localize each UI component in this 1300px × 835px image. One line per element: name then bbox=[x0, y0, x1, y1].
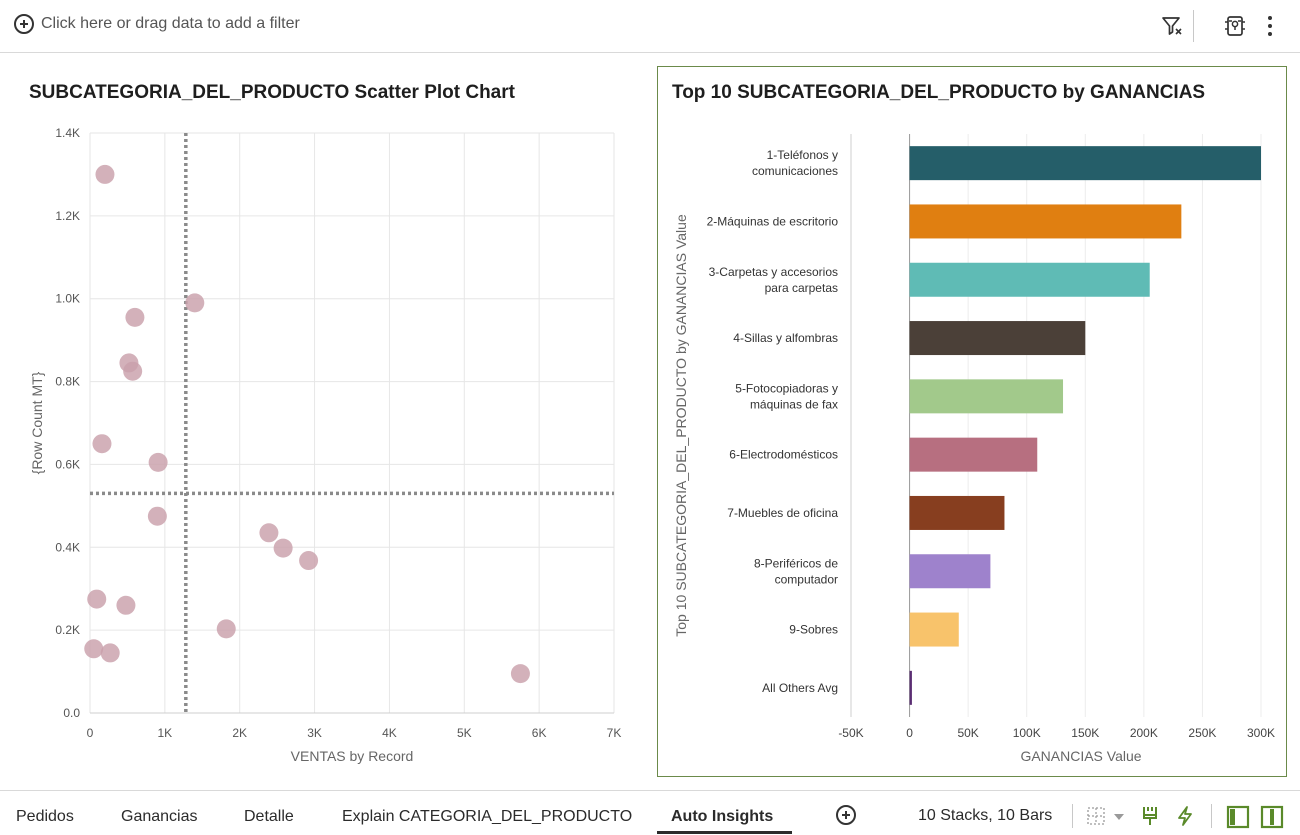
category-label: 4-Sillas y alfombras bbox=[733, 331, 838, 345]
y-tick-label: 0.6K bbox=[55, 457, 80, 471]
scatter-point bbox=[216, 619, 236, 639]
x-tick-label: 300K bbox=[1247, 726, 1275, 740]
category-label: 3-Carpetas y accesorios bbox=[709, 265, 838, 279]
category-label: 2-Máquinas de escritorio bbox=[707, 214, 839, 228]
x-tick-label: 100K bbox=[1013, 726, 1041, 740]
left-panel-icon[interactable] bbox=[1226, 805, 1250, 829]
brush-icon[interactable] bbox=[1140, 805, 1160, 827]
chevron-down-icon[interactable] bbox=[1112, 812, 1126, 822]
scatter-point bbox=[510, 664, 530, 684]
scatter-chart: 0 1K 2K 3K 4K 5K 6K 7K 0.0 0.2K 0.4K 0.6K 0.8K 1.0K 1.… bbox=[29, 126, 622, 764]
add-filter-button[interactable]: Click here or drag data to add a filter bbox=[14, 14, 300, 34]
bar bbox=[909, 495, 1005, 530]
status-divider bbox=[1072, 804, 1073, 828]
x-tick-label: 200K bbox=[1130, 726, 1158, 740]
y-tick-label: 1.2K bbox=[55, 209, 80, 223]
y-axis-label: Top 10 SUBCATEGORIA_DEL_PRODUCTO by GANA… bbox=[673, 214, 689, 637]
filter-bar: Click here or drag data to add a filter bbox=[0, 0, 1300, 53]
x-axis-label: GANANCIAS Value bbox=[1020, 748, 1141, 764]
x-tick-label: 0 bbox=[906, 726, 913, 740]
bar bbox=[909, 146, 1261, 181]
scatter-point bbox=[92, 434, 112, 454]
x-tick-label: 2K bbox=[232, 726, 247, 740]
bar bbox=[909, 670, 912, 705]
y-tick-label: 0.2K bbox=[55, 623, 80, 637]
insights-icon[interactable] bbox=[1224, 14, 1246, 38]
scatter-chart-panel: SUBCATEGORIA_DEL_PRODUCTO Scatter Plot C… bbox=[0, 54, 648, 790]
x-tick-label: 3K bbox=[307, 726, 322, 740]
scatter-point bbox=[147, 506, 167, 526]
y-tick-label: 0.0 bbox=[63, 706, 80, 720]
category-label: All Others Avg bbox=[762, 681, 838, 695]
scatter-point bbox=[87, 589, 107, 609]
scatter-point bbox=[148, 452, 168, 472]
scatter-point bbox=[259, 523, 279, 543]
active-tab-indicator bbox=[657, 831, 792, 834]
scatter-point bbox=[95, 164, 115, 184]
scatter-point bbox=[116, 595, 136, 615]
scatter-point bbox=[84, 639, 104, 659]
right-panel-icon[interactable] bbox=[1260, 805, 1284, 829]
tab-bar: Pedidos Ganancias Detalle Explain CATEGO… bbox=[0, 790, 1300, 835]
scatter-point bbox=[100, 643, 120, 663]
category-label: computador bbox=[775, 572, 838, 586]
bar bbox=[909, 204, 1182, 239]
more-vertical-icon[interactable] bbox=[1262, 14, 1278, 38]
scatter-point bbox=[125, 307, 145, 327]
y-tick-label: 1.4K bbox=[55, 126, 80, 140]
tab-ganancias[interactable]: Ganancias bbox=[121, 808, 198, 825]
x-tick-label: 0 bbox=[87, 726, 94, 740]
x-tick-label: 250K bbox=[1188, 726, 1216, 740]
category-label: 8-Periféricos de bbox=[754, 556, 838, 570]
tab-detalle[interactable]: Detalle bbox=[244, 808, 294, 825]
x-tick-label: 4K bbox=[382, 726, 397, 740]
bar bbox=[909, 379, 1064, 414]
bar bbox=[909, 321, 1086, 356]
y-tick-label: 1.0K bbox=[55, 292, 80, 306]
chart-title: SUBCATEGORIA_DEL_PRODUCTO Scatter Plot C… bbox=[29, 82, 515, 103]
scatter-point bbox=[123, 361, 143, 381]
tab-explain-categoria[interactable]: Explain CATEGORIA_DEL_PRODUCTO bbox=[342, 808, 633, 825]
grid-layout-icon[interactable] bbox=[1087, 805, 1107, 827]
x-tick-label: -50K bbox=[838, 726, 863, 740]
add-filter-text: Click here or drag data to add a filter bbox=[41, 15, 300, 32]
bar bbox=[909, 612, 959, 647]
category-label: para carpetas bbox=[765, 281, 838, 295]
category-label: 6-Electrodomésticos bbox=[729, 448, 838, 462]
scatter-point bbox=[299, 551, 319, 571]
bar-chart: -50K 0 50K 100K 150K 200K 250K 300K GANANCIAS Va… bbox=[673, 134, 1275, 764]
bar bbox=[909, 262, 1150, 297]
lightning-icon[interactable] bbox=[1175, 805, 1195, 827]
bar-chart-panel[interactable]: Top 10 SUBCATEGORIA_DEL_PRODUCTO by GANA… bbox=[657, 66, 1287, 777]
x-tick-label: 6K bbox=[532, 726, 547, 740]
tab-auto-insights[interactable]: Auto Insights bbox=[671, 808, 774, 825]
category-label: 7-Muebles de oficina bbox=[727, 506, 838, 520]
category-label: 9-Sobres bbox=[789, 623, 838, 637]
y-axis-label: {Row Count MT} bbox=[29, 371, 45, 474]
add-circle-icon bbox=[14, 14, 34, 34]
category-label: comunicaciones bbox=[752, 164, 838, 178]
category-label: máquinas de fax bbox=[750, 397, 838, 411]
toolbar-divider bbox=[1193, 10, 1194, 42]
x-tick-label: 7K bbox=[607, 726, 622, 740]
status-divider bbox=[1211, 804, 1212, 828]
y-tick-label: 0.4K bbox=[55, 540, 80, 554]
x-tick-label: 150K bbox=[1071, 726, 1099, 740]
x-tick-label: 1K bbox=[158, 726, 173, 740]
visualization-summary: 10 Stacks, 10 Bars bbox=[918, 807, 1053, 824]
add-tab-button[interactable] bbox=[836, 805, 856, 825]
x-tick-label: 50K bbox=[957, 726, 978, 740]
x-tick-label: 5K bbox=[457, 726, 472, 740]
bar bbox=[909, 554, 991, 589]
chart-title: Top 10 SUBCATEGORIA_DEL_PRODUCTO by GANA… bbox=[672, 82, 1206, 103]
scatter-point bbox=[273, 538, 293, 558]
tab-pedidos[interactable]: Pedidos bbox=[16, 808, 74, 825]
filter-icon[interactable] bbox=[1160, 14, 1184, 38]
x-axis-label: VENTAS by Record bbox=[291, 748, 414, 764]
scatter-point bbox=[185, 293, 205, 313]
y-tick-label: 0.8K bbox=[55, 375, 80, 389]
category-label: 1-Teléfonos y bbox=[767, 148, 838, 162]
category-label: 5-Fotocopiadoras y bbox=[735, 381, 838, 395]
bar bbox=[909, 437, 1038, 472]
